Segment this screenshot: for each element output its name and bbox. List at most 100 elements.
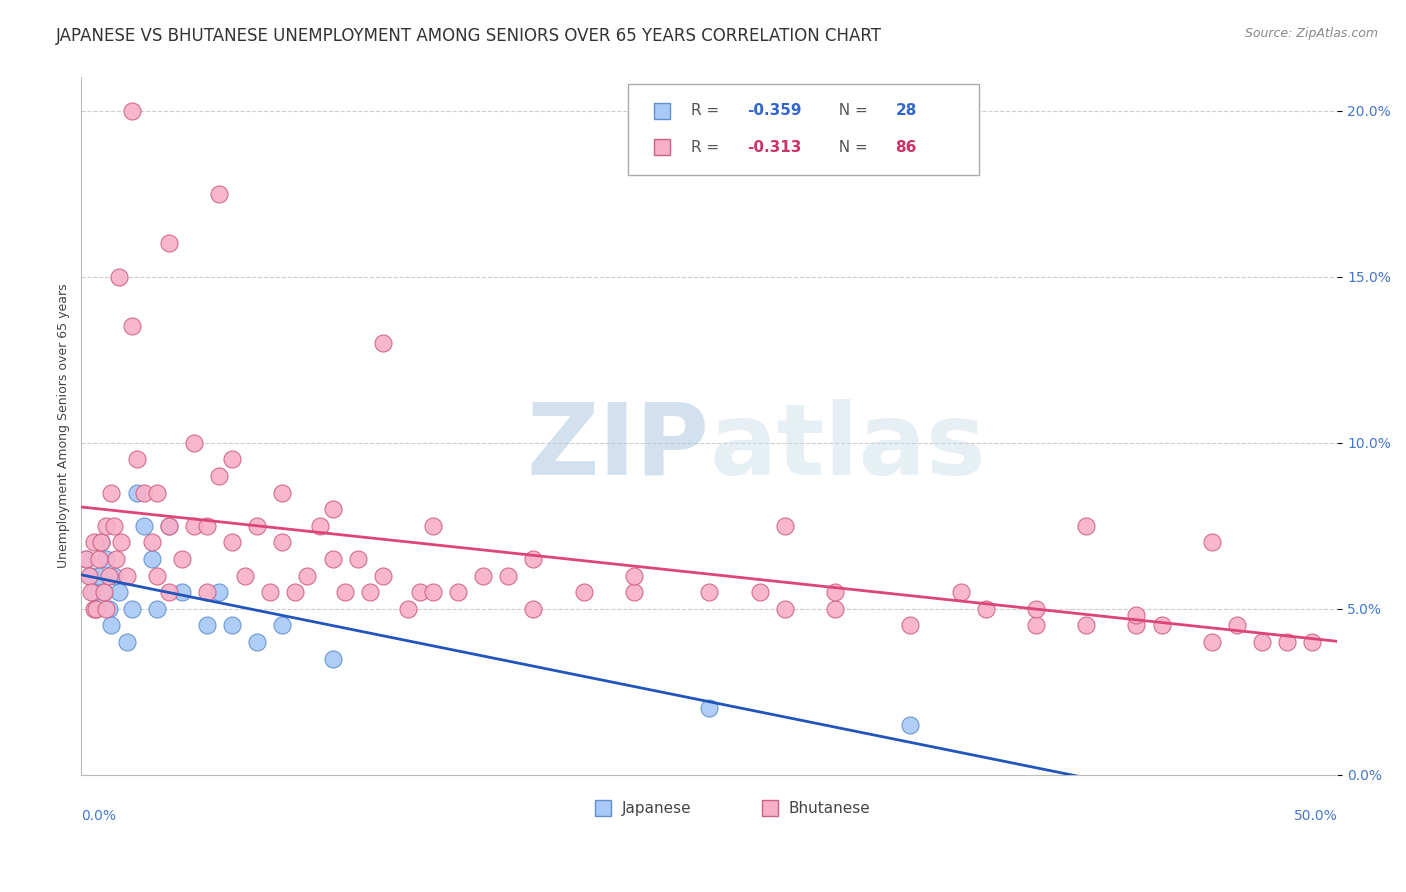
Point: [80, 568, 103, 582]
Point: [83, 535, 105, 549]
Point: [96, 552, 118, 566]
Point: [132, 518, 155, 533]
Point: [297, 568, 319, 582]
Text: Japanese: Japanese: [621, 801, 690, 815]
Point: [472, 568, 495, 582]
Point: [1226, 618, 1249, 632]
Point: [321, 552, 343, 566]
Point: [125, 485, 148, 500]
Point: [86, 601, 108, 615]
Point: [974, 601, 997, 615]
Point: [346, 552, 368, 566]
Point: [77, 568, 100, 582]
Point: [121, 103, 143, 118]
Point: [121, 319, 143, 334]
Point: [97, 601, 120, 615]
Point: [748, 585, 770, 599]
Text: 86: 86: [896, 140, 917, 154]
Point: [90, 535, 112, 549]
Point: [221, 535, 243, 549]
Text: ZIP: ZIP: [526, 399, 710, 496]
Y-axis label: Unemployment Among Seniors over 65 years: Unemployment Among Seniors over 65 years: [58, 284, 70, 568]
Point: [271, 618, 294, 632]
Point: [699, 585, 721, 599]
Text: 50.0%: 50.0%: [1294, 809, 1337, 823]
Point: [271, 485, 294, 500]
Text: JAPANESE VS BHUTANESE UNEMPLOYMENT AMONG SENIORS OVER 65 YEARS CORRELATION CHART: JAPANESE VS BHUTANESE UNEMPLOYMENT AMONG…: [56, 27, 882, 45]
Point: [1301, 635, 1323, 649]
Point: [83, 585, 105, 599]
Point: [1275, 635, 1298, 649]
Point: [110, 535, 132, 549]
Point: [103, 518, 125, 533]
Point: [93, 585, 115, 599]
Point: [572, 585, 595, 599]
Point: [100, 485, 122, 500]
Point: [90, 535, 112, 549]
Point: [333, 585, 356, 599]
Point: [1201, 635, 1223, 649]
Point: [1125, 608, 1147, 623]
Point: [321, 651, 343, 665]
Point: [623, 585, 645, 599]
Point: [699, 701, 721, 715]
Point: [1251, 635, 1274, 649]
Text: N =: N =: [828, 103, 872, 119]
Point: [103, 568, 125, 582]
Point: [321, 502, 343, 516]
Point: [170, 552, 193, 566]
Point: [145, 568, 167, 582]
Point: [208, 469, 231, 483]
Point: [108, 585, 131, 599]
Point: [246, 518, 269, 533]
Point: [195, 585, 218, 599]
Point: [422, 518, 444, 533]
Point: [100, 618, 122, 632]
Point: [83, 601, 105, 615]
Point: [1025, 618, 1047, 632]
Point: [86, 601, 108, 615]
Point: [773, 601, 796, 615]
Point: [170, 585, 193, 599]
Point: [157, 518, 180, 533]
Point: [108, 269, 131, 284]
Point: [145, 601, 167, 615]
Point: [1125, 618, 1147, 632]
Point: [195, 618, 218, 632]
Point: [259, 585, 281, 599]
Point: [498, 568, 520, 582]
Text: R =: R =: [690, 140, 724, 154]
Point: [121, 601, 143, 615]
FancyBboxPatch shape: [627, 85, 980, 175]
Point: [132, 485, 155, 500]
Point: [125, 452, 148, 467]
Point: [157, 585, 180, 599]
Point: [183, 435, 205, 450]
Point: [93, 585, 115, 599]
Point: [141, 535, 163, 549]
Point: [221, 618, 243, 632]
Text: N =: N =: [828, 140, 872, 154]
Point: [371, 568, 394, 582]
Point: [824, 601, 846, 615]
Text: Source: ZipAtlas.com: Source: ZipAtlas.com: [1244, 27, 1378, 40]
Point: [75, 552, 97, 566]
Point: [97, 568, 120, 582]
Text: 0.0%: 0.0%: [82, 809, 117, 823]
Point: [623, 568, 645, 582]
Point: [1076, 518, 1098, 533]
Point: [271, 535, 294, 549]
Point: [371, 336, 394, 351]
Point: [87, 568, 110, 582]
Point: [96, 601, 118, 615]
Text: 28: 28: [896, 103, 917, 119]
Point: [422, 585, 444, 599]
Point: [87, 552, 110, 566]
Point: [284, 585, 307, 599]
Point: [208, 186, 231, 201]
Text: Bhutanese: Bhutanese: [789, 801, 870, 815]
Point: [522, 552, 544, 566]
Point: [409, 585, 432, 599]
Point: [96, 518, 118, 533]
Point: [141, 552, 163, 566]
